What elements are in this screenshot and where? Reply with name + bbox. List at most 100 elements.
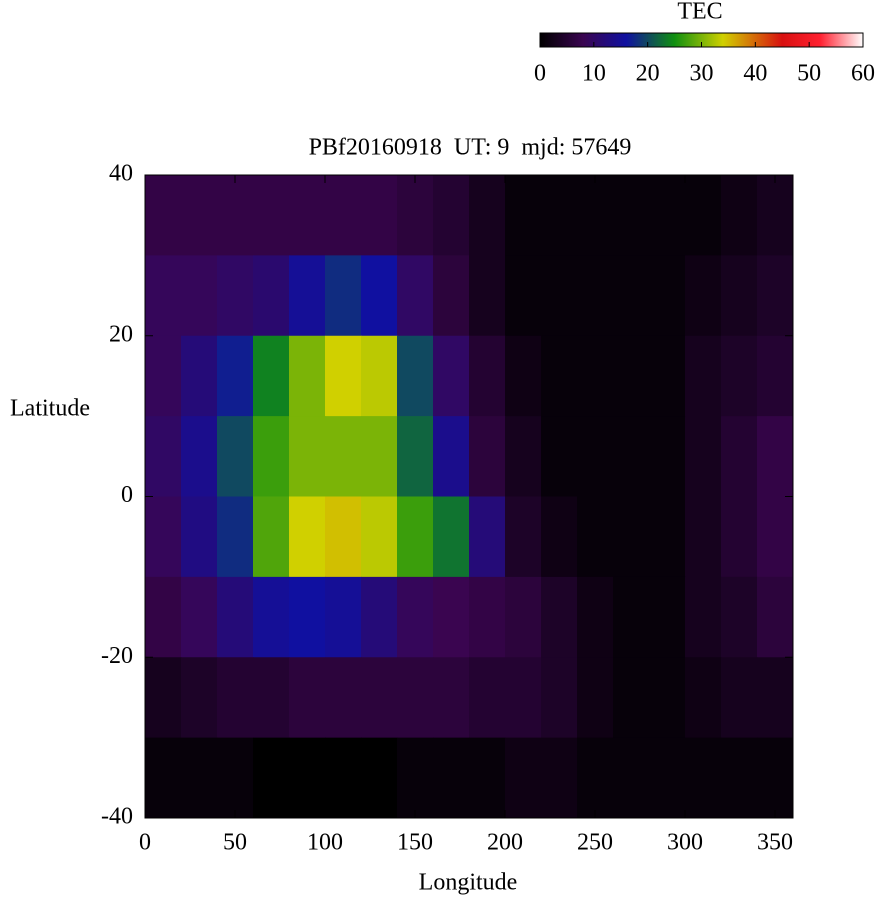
heat-cell [397, 255, 434, 337]
heat-cell [433, 335, 470, 417]
heat-cell [649, 737, 686, 819]
heat-cell [757, 657, 794, 739]
heat-cell [289, 576, 326, 658]
heat-cell [721, 175, 758, 256]
heat-cell [469, 335, 506, 417]
heat-cell [145, 255, 182, 337]
heat-cell [433, 657, 470, 739]
heat-cell [613, 737, 650, 819]
heat-cell [577, 496, 614, 578]
heat-cell [397, 175, 434, 256]
heat-cell [469, 737, 506, 819]
heat-cell [289, 255, 326, 337]
heat-cell [721, 737, 758, 819]
heat-cell [757, 737, 794, 819]
heat-cell [361, 255, 398, 337]
heat-cell [649, 255, 686, 337]
heat-cell [217, 737, 254, 819]
heat-cell [289, 416, 326, 497]
heat-cell [325, 737, 362, 819]
heat-cell [685, 255, 722, 337]
heat-cell [325, 496, 362, 578]
heat-cell [721, 496, 758, 578]
heat-cell [505, 737, 542, 819]
heat-cell [541, 335, 578, 417]
heat-cell [217, 175, 254, 256]
heat-cell [145, 657, 182, 739]
heat-cell [613, 255, 650, 337]
heat-cell [505, 175, 542, 256]
colorbar-label: TEC [677, 0, 722, 25]
heat-cell [433, 737, 470, 819]
colorbar-tick-label: 0 [534, 61, 546, 87]
heat-cell [685, 657, 722, 739]
heat-cell [217, 576, 254, 658]
heat-cell [145, 335, 182, 417]
heat-cell [145, 416, 182, 497]
heat-cell [289, 335, 326, 417]
heat-cell [397, 576, 434, 658]
heat-cell [577, 255, 614, 337]
colorbar-tick-label: 10 [582, 61, 606, 87]
heat-cell [289, 657, 326, 739]
heat-cell [505, 576, 542, 658]
y-tick-label: -20 [101, 643, 133, 669]
heat-cell [685, 175, 722, 256]
x-tick-label: 300 [667, 830, 703, 856]
x-tick-label: 200 [487, 830, 523, 856]
heat-cell [757, 335, 794, 417]
heat-cell [289, 737, 326, 819]
heat-cell [721, 576, 758, 658]
colorbar-tick-label: 30 [690, 61, 714, 87]
heat-cell [325, 255, 362, 337]
heat-cell [361, 737, 398, 819]
heat-cell [181, 496, 218, 578]
heat-cell [613, 496, 650, 578]
heat-cell [145, 496, 182, 578]
heat-cell [649, 335, 686, 417]
chart-title: PBf20160918 UT: 9 mjd: 57649 [309, 135, 632, 161]
heat-cell [217, 416, 254, 497]
heat-cell [253, 737, 290, 819]
heat-cell [289, 175, 326, 256]
heat-cell [577, 175, 614, 256]
heat-cell [469, 416, 506, 497]
heat-cell [757, 576, 794, 658]
heat-cell [469, 576, 506, 658]
heat-cell [613, 576, 650, 658]
heat-cell [361, 496, 398, 578]
heat-cell [541, 576, 578, 658]
heat-cell [649, 657, 686, 739]
heat-cell [181, 737, 218, 819]
x-tick-label: 150 [397, 830, 433, 856]
x-axis-label: Longitude [419, 870, 518, 896]
heat-cell [217, 657, 254, 739]
heat-cell [325, 657, 362, 739]
heat-cell [145, 737, 182, 819]
heat-cell [505, 335, 542, 417]
colorbar-tick-label: 20 [636, 61, 660, 87]
heat-cell [361, 416, 398, 497]
heat-cell [325, 335, 362, 417]
heat-cell [541, 657, 578, 739]
heat-cell [397, 737, 434, 819]
heat-cell [433, 576, 470, 658]
heat-cell [757, 255, 794, 337]
y-tick-label: -40 [101, 804, 133, 830]
heat-cell [613, 657, 650, 739]
heat-cell [613, 175, 650, 256]
y-tick-label: 0 [121, 482, 133, 508]
heat-cell [217, 255, 254, 337]
heat-cell [577, 737, 614, 819]
x-tick-label: 350 [757, 830, 793, 856]
heat-cell [685, 335, 722, 417]
heat-cell [361, 335, 398, 417]
heat-cell [649, 576, 686, 658]
heat-cell [433, 255, 470, 337]
heat-cell [577, 416, 614, 497]
heat-cell [469, 255, 506, 337]
heat-cell [685, 737, 722, 819]
heat-cell [541, 255, 578, 337]
heat-cell [253, 175, 290, 256]
